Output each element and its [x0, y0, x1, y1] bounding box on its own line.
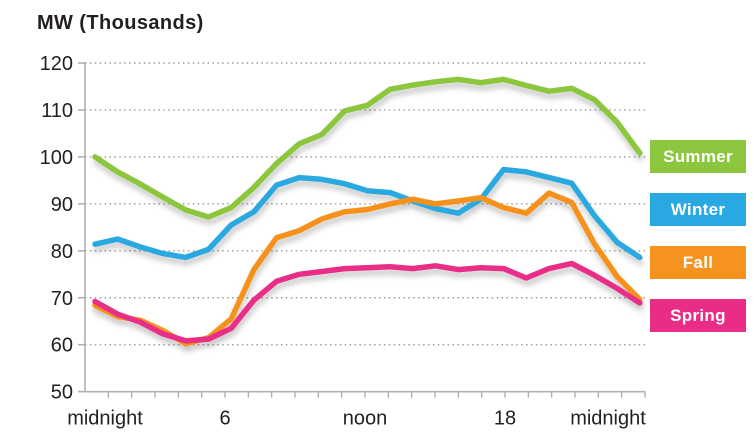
chart-title: MW (Thousands) [37, 12, 204, 34]
y-tick-label-110: 110 [41, 100, 73, 122]
y-tick-label-90: 90 [51, 194, 73, 216]
x-tick-label-18-18: 18 [494, 408, 516, 430]
x-tick-label-noon-12: noon [343, 408, 388, 430]
y-tick-label-60: 60 [51, 335, 73, 357]
x-tick-label-midnight-0: midnight [67, 408, 143, 430]
y-tick-label-80: 80 [51, 241, 73, 263]
legend-label-fall: Fall [682, 252, 714, 272]
legend: Summer Winter Fall Spring [650, 140, 754, 352]
x-tick-label-midnight-24: midnight [570, 408, 646, 430]
legend-item-summer: Summer [650, 140, 746, 173]
x-tick-label-6-6: 6 [219, 408, 230, 430]
legend-item-winter: Winter [650, 193, 746, 226]
legend-label-summer: Summer [663, 146, 733, 166]
legend-item-spring: Spring [650, 299, 746, 332]
legend-item-fall: Fall [650, 246, 746, 279]
legend-label-spring: Spring [670, 305, 726, 325]
series-line-winter [92, 166, 643, 261]
y-tick-label-70: 70 [51, 288, 73, 310]
series-line-summer [92, 76, 643, 220]
y-tick-label-50: 50 [51, 382, 73, 404]
y-tick-label-120: 120 [40, 53, 73, 75]
series-line-fall [92, 190, 643, 347]
y-tick-label-100: 100 [40, 147, 73, 169]
series-line-spring [92, 260, 643, 344]
series-group [92, 76, 643, 347]
legend-label-winter: Winter [670, 199, 726, 219]
